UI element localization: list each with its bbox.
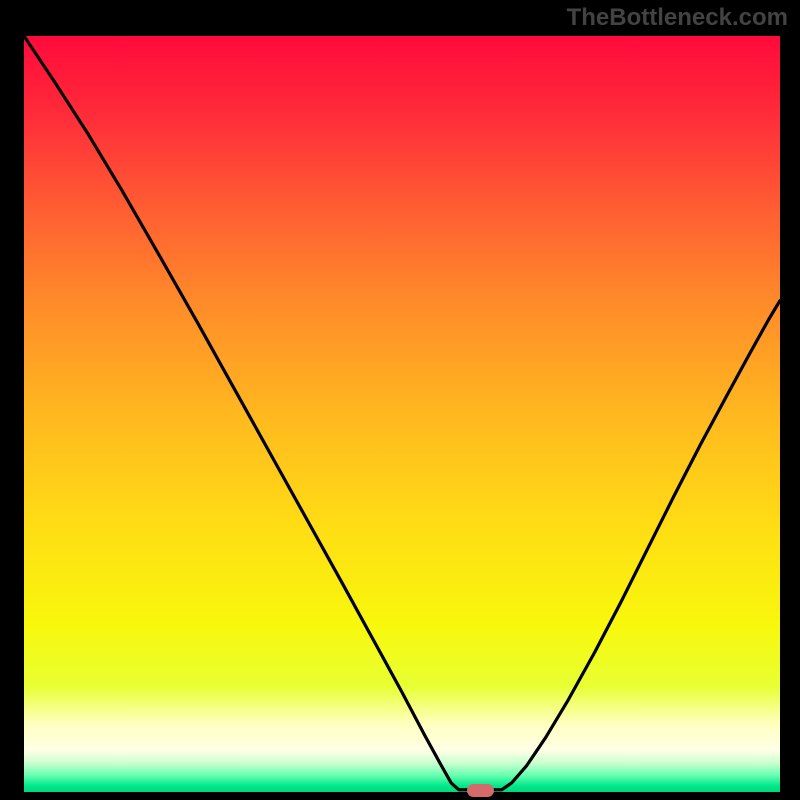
bottleneck-curve bbox=[24, 36, 780, 792]
plot-area bbox=[24, 36, 780, 792]
chart-container: TheBottleneck.com bbox=[0, 0, 800, 800]
optimum-marker bbox=[467, 784, 493, 798]
watermark-text: TheBottleneck.com bbox=[567, 4, 788, 32]
